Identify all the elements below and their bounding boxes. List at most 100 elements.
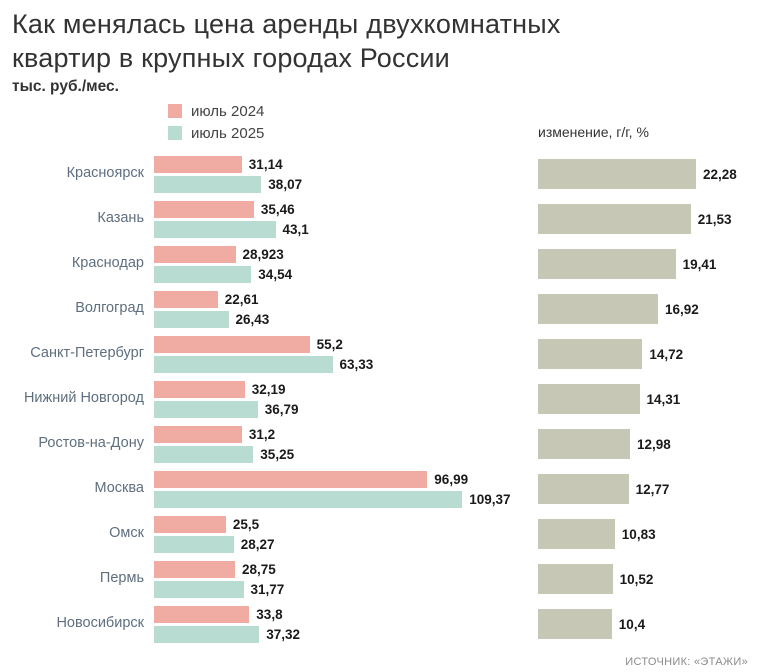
chart-row: Ростов-на-Дону 31,2 35,25 12,98 — [12, 422, 746, 467]
price-bars: 31,2 35,25 — [154, 425, 538, 463]
bar-value-label: 31,2 — [248, 426, 276, 442]
city-label: Казань — [97, 210, 144, 227]
bar-value-label: 55,2 — [316, 336, 343, 352]
bar-july-2024 — [154, 605, 250, 623]
price-bars: 55,2 63,33 — [154, 335, 538, 373]
bar-july-2025 — [154, 445, 254, 463]
price-bars: 33,8 37,32 — [154, 605, 538, 643]
bar-july-2025 — [154, 355, 333, 373]
bar-july-2025 — [154, 400, 258, 418]
bar-value-label: 34,54 — [258, 266, 293, 282]
legend-swatch-icon — [168, 104, 182, 118]
change-value-label: 22,28 — [703, 166, 737, 182]
bar-change-yoy — [538, 249, 676, 279]
bar-line-июль 2024: 33,8 — [154, 605, 538, 623]
bar-july-2024 — [154, 515, 226, 533]
change-value-label: 12,77 — [635, 481, 670, 497]
bar-value-label: 109,37 — [469, 491, 511, 507]
bar-line-июль 2025: 37,32 — [154, 625, 538, 643]
chart-row: Казань 35,46 43,1 21,53 — [12, 197, 746, 242]
bar-change-yoy — [538, 519, 615, 549]
legend-label: июль 2024 — [191, 102, 265, 120]
city-label: Нижний Новгород — [23, 390, 144, 407]
chart-row: Волгоград 22,61 26,43 16,92 — [12, 287, 746, 332]
page-title: Как менялась цена аренды двухкомнатных к… — [12, 9, 561, 73]
city-label: Волгоград — [75, 300, 144, 317]
city-label: Красноярск — [66, 165, 144, 182]
change-cell: 12,77 — [538, 474, 746, 504]
bar-line-июль 2025: 43,1 — [154, 220, 538, 238]
bar-july-2025 — [154, 175, 262, 193]
bar-value-label: 33,8 — [256, 606, 283, 622]
change-value-label: 14,72 — [649, 346, 684, 362]
price-bars: 31,14 38,07 — [154, 155, 538, 193]
bar-july-2024 — [154, 290, 218, 308]
bar-july-2025 — [154, 580, 244, 598]
change-value-label: 10,52 — [619, 571, 654, 587]
city-label: Москва — [94, 480, 144, 497]
change-value-label: 12,98 — [637, 436, 671, 452]
change-cell: 10,52 — [538, 564, 746, 594]
bar-change-yoy — [538, 294, 658, 324]
price-bars: 25,5 28,27 — [154, 515, 538, 553]
bar-line-июль 2024: 55,2 — [154, 335, 538, 353]
bar-line-июль 2025: 36,79 — [154, 400, 538, 418]
legend-swatch-icon — [168, 126, 182, 140]
bar-july-2025 — [154, 220, 276, 238]
bar-july-2025 — [154, 535, 234, 553]
change-value-label: 10,83 — [621, 526, 656, 542]
legend-label: июль 2025 — [191, 124, 265, 142]
bar-change-yoy — [538, 564, 613, 594]
change-value-label: 21,53 — [697, 211, 732, 227]
bar-value-label: 26,43 — [235, 311, 270, 327]
legend-item-1: июль 2025 — [168, 125, 538, 142]
bar-july-2024 — [154, 335, 310, 353]
legend: июль 2024 июль 2025 — [168, 103, 538, 142]
bar-value-label: 31,14 — [248, 156, 283, 172]
bar-line-июль 2024: 28,75 — [154, 560, 538, 578]
bar-line-июль 2024: 35,46 — [154, 200, 538, 218]
bar-value-label: 25,5 — [232, 516, 260, 532]
change-value-label: 14,31 — [646, 391, 681, 407]
chart-row: Омск 25,5 28,27 10,83 — [12, 512, 746, 557]
price-bars: 35,46 43,1 — [154, 200, 538, 238]
bar-line-июль 2024: 96,99 — [154, 470, 538, 488]
bar-line-июль 2025: 109,37 — [154, 490, 538, 508]
bar-line-июль 2024: 31,14 — [154, 155, 538, 173]
bar-value-label: 35,46 — [260, 201, 295, 217]
bar-line-июль 2024: 22,61 — [154, 290, 538, 308]
bar-line-июль 2025: 34,54 — [154, 265, 538, 283]
chart-row: Москва 96,99 109,37 12,77 — [12, 467, 746, 512]
bar-july-2024 — [154, 245, 236, 263]
bar-value-label: 22,61 — [224, 291, 259, 307]
bar-line-июль 2025: 26,43 — [154, 310, 538, 328]
bar-july-2025 — [154, 265, 252, 283]
bar-july-2024 — [154, 470, 428, 488]
bar-change-yoy — [538, 429, 630, 459]
bar-july-2024 — [154, 200, 254, 218]
change-cell: 14,72 — [538, 339, 746, 369]
price-bars: 28,923 34,54 — [154, 245, 538, 283]
bar-value-label: 32,19 — [251, 381, 286, 397]
bar-change-yoy — [538, 609, 612, 639]
bar-value-label: 31,77 — [250, 581, 285, 597]
bar-line-июль 2025: 35,25 — [154, 445, 538, 463]
bar-line-июль 2024: 25,5 — [154, 515, 538, 533]
bar-change-yoy — [538, 474, 629, 504]
chart-row: Нижний Новгород 32,19 36,79 14,31 — [12, 377, 746, 422]
bar-july-2024 — [154, 560, 235, 578]
city-label: Новосибирск — [56, 615, 144, 632]
bar-value-label: 96,99 — [434, 471, 469, 487]
bar-value-label: 35,25 — [260, 446, 295, 462]
bar-change-yoy — [538, 159, 696, 189]
bar-change-yoy — [538, 204, 691, 234]
bar-value-label: 36,79 — [264, 401, 299, 417]
change-cell: 10,83 — [538, 519, 746, 549]
bar-value-label: 28,923 — [242, 246, 284, 262]
price-bars: 22,61 26,43 — [154, 290, 538, 328]
change-cell: 21,53 — [538, 204, 746, 234]
bar-line-июль 2025: 63,33 — [154, 355, 538, 373]
price-bars: 32,19 36,79 — [154, 380, 538, 418]
change-cell: 16,92 — [538, 294, 746, 324]
